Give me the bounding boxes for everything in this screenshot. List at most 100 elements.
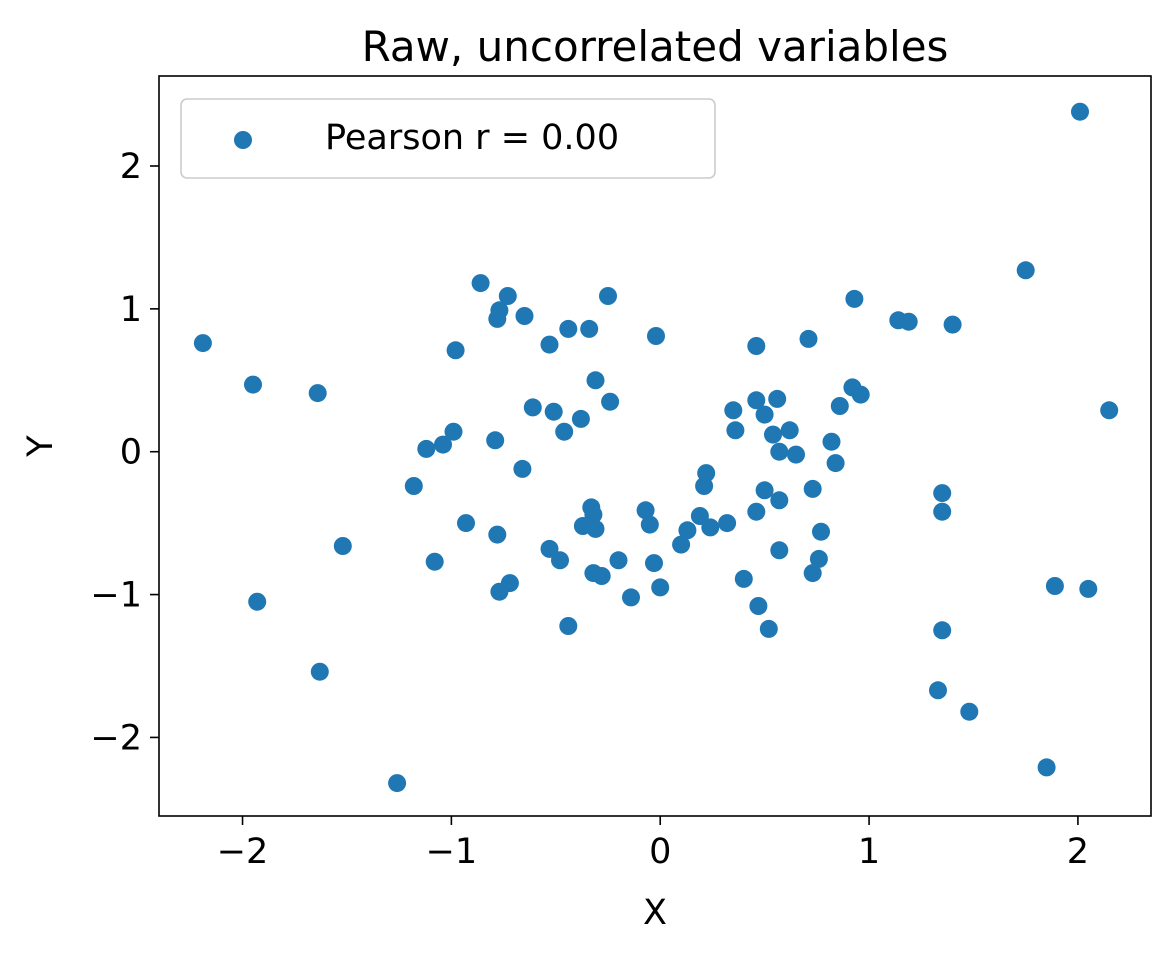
- data-point-37: [584, 505, 603, 524]
- legend-marker: [234, 131, 252, 149]
- data-point-79: [809, 549, 828, 568]
- data-point-74: [780, 421, 799, 440]
- data-point-95: [1045, 577, 1064, 595]
- data-point-44: [636, 501, 655, 520]
- data-point-45: [640, 515, 659, 534]
- data-point-20: [586, 371, 605, 390]
- data-point-71: [770, 442, 789, 461]
- data-point-1: [1016, 261, 1035, 280]
- data-point-14: [599, 287, 617, 305]
- chart-title: Raw, uncorrelated variables: [362, 22, 949, 71]
- data-point-28: [417, 439, 436, 458]
- data-point-66: [755, 405, 774, 424]
- data-point-17: [540, 335, 559, 354]
- data-point-54: [690, 507, 709, 525]
- data-point-6: [333, 537, 352, 555]
- data-point-73: [770, 541, 789, 560]
- data-point-38: [586, 519, 605, 538]
- data-point-58: [718, 514, 737, 533]
- data-point-16: [580, 319, 599, 338]
- data-point-50: [559, 617, 578, 635]
- data-point-39: [540, 539, 559, 558]
- data-point-2: [193, 334, 212, 353]
- data-point-64: [747, 502, 766, 521]
- data-point-83: [830, 397, 849, 415]
- data-point-80: [812, 522, 830, 541]
- x-tick-label: 0: [649, 832, 671, 872]
- data-point-8: [388, 774, 407, 793]
- data-point-57: [701, 518, 720, 537]
- data-point-97: [1100, 401, 1119, 420]
- data-point-3: [244, 375, 262, 394]
- data-point-82: [826, 454, 845, 473]
- data-point-61: [734, 569, 753, 588]
- x-tick-label: 1: [858, 832, 880, 872]
- data-point-12: [488, 309, 507, 328]
- data-point-56: [697, 464, 716, 483]
- data-point-94: [960, 702, 979, 721]
- data-point-29: [486, 431, 505, 450]
- data-point-65: [749, 597, 768, 615]
- data-point-98: [1037, 758, 1056, 777]
- data-point-53: [678, 521, 697, 540]
- data-point-60: [726, 421, 745, 440]
- data-point-31: [404, 477, 423, 495]
- data-point-23: [544, 402, 563, 421]
- y-tick-label: −1: [90, 576, 142, 616]
- plot-frame: [158, 75, 1152, 817]
- data-point-85: [845, 289, 864, 308]
- data-point-13: [515, 307, 534, 325]
- data-point-34: [488, 525, 507, 544]
- data-point-7: [310, 662, 329, 681]
- data-point-47: [622, 588, 640, 607]
- data-point-67: [755, 481, 774, 500]
- data-point-69: [764, 425, 782, 444]
- data-point-81: [822, 432, 841, 451]
- data-point-96: [1079, 579, 1098, 598]
- data-point-70: [768, 389, 787, 408]
- data-point-88: [899, 312, 918, 331]
- x-tick-label: −2: [217, 832, 269, 872]
- data-point-43: [609, 551, 628, 570]
- data-point-5: [248, 592, 267, 611]
- legend-box: [180, 98, 716, 179]
- data-point-22: [523, 398, 542, 417]
- data-point-26: [444, 422, 463, 441]
- data-point-86: [851, 385, 870, 404]
- data-point-19: [647, 327, 665, 345]
- data-point-33: [425, 552, 444, 571]
- data-point-72: [770, 491, 789, 510]
- y-tick-label: 0: [120, 433, 142, 473]
- data-point-9: [471, 274, 490, 293]
- data-point-91: [933, 502, 952, 521]
- data-point-40: [551, 551, 569, 570]
- data-point-76: [799, 329, 818, 348]
- data-point-63: [747, 391, 766, 410]
- y-tick-label: 2: [120, 147, 142, 187]
- data-point-24: [571, 409, 590, 428]
- x-tick-label: −1: [426, 832, 478, 872]
- data-point-30: [513, 459, 532, 478]
- data-point-78: [803, 564, 822, 583]
- data-point-46: [645, 554, 663, 573]
- data-point-52: [672, 535, 691, 554]
- x-tick-label: 2: [1067, 832, 1089, 872]
- data-point-32: [457, 514, 475, 533]
- data-point-77: [803, 479, 822, 498]
- data-point-21: [601, 392, 620, 411]
- y-axis-label: Y: [21, 435, 61, 458]
- data-point-89: [943, 315, 962, 334]
- data-point-92: [933, 621, 952, 640]
- y-tick-label: 1: [120, 290, 142, 330]
- legend: Pearson r = 0.00: [180, 98, 716, 179]
- data-point-49: [490, 582, 509, 601]
- data-point-59: [724, 401, 743, 420]
- data-point-68: [759, 619, 778, 638]
- data-point-27: [434, 435, 452, 454]
- legend-label: Pearson r = 0.00: [325, 118, 619, 158]
- data-point-93: [929, 681, 947, 700]
- data-point-25: [555, 422, 574, 441]
- x-axis-ticks: −2 −1 0 1 2: [217, 816, 1089, 872]
- plot-area: [159, 76, 1151, 816]
